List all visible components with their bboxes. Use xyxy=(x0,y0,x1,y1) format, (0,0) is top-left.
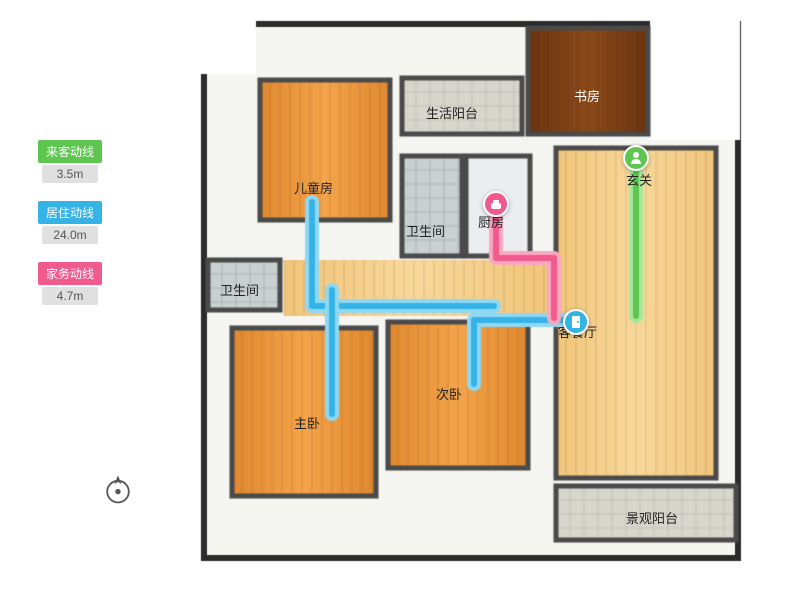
legend-guest-value: 3.5m xyxy=(42,165,98,183)
legend-chore: 家务动线 4.7m xyxy=(38,262,102,305)
legend-chore-label: 家务动线 xyxy=(38,262,102,285)
legend-living-label: 居住动线 xyxy=(38,201,102,224)
room-label-bath1: 卫生间 xyxy=(406,221,445,240)
chore_start-icon xyxy=(483,191,509,217)
room-label-master: 主卧 xyxy=(294,413,320,432)
room-label-entry: 玄关 xyxy=(626,170,652,189)
floorplan-canvas xyxy=(0,0,800,600)
room-label-bath2: 卫生间 xyxy=(220,280,259,299)
legend-living-value: 24.0m xyxy=(42,226,98,244)
legend-guest-label: 来客动线 xyxy=(38,140,102,163)
legend: 来客动线 3.5m 居住动线 24.0m 家务动线 4.7m xyxy=(38,140,102,323)
room-label-second: 次卧 xyxy=(436,384,462,403)
legend-guest: 来客动线 3.5m xyxy=(38,140,102,183)
room-label-balcony2: 景观阳台 xyxy=(626,508,678,527)
legend-living: 居住动线 24.0m xyxy=(38,201,102,244)
compass-icon xyxy=(100,470,136,506)
legend-chore-value: 4.7m xyxy=(42,287,98,305)
guest_start-icon xyxy=(623,145,649,171)
room-label-balcony1: 生活阳台 xyxy=(426,103,478,122)
room-label-study: 书房 xyxy=(574,86,600,105)
room-label-kidroom: 儿童房 xyxy=(294,178,333,197)
living_start-icon xyxy=(563,309,589,335)
